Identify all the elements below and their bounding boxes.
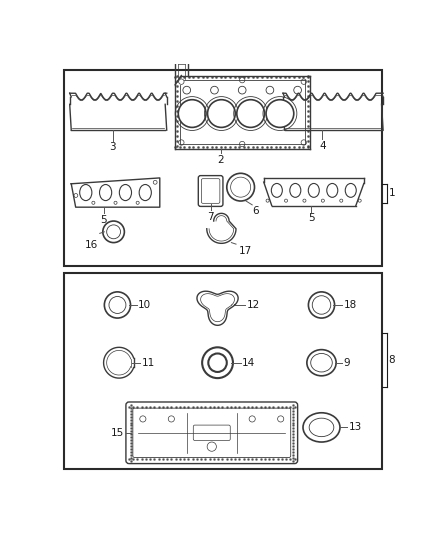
Text: 3: 3 bbox=[110, 142, 116, 152]
Text: 12: 12 bbox=[247, 300, 260, 310]
Circle shape bbox=[208, 100, 235, 127]
Text: 13: 13 bbox=[349, 422, 362, 432]
Text: 18: 18 bbox=[344, 300, 357, 310]
Circle shape bbox=[237, 100, 265, 127]
Text: 15: 15 bbox=[111, 428, 124, 438]
Text: 5: 5 bbox=[308, 213, 315, 223]
Text: 5: 5 bbox=[100, 215, 107, 225]
Text: 11: 11 bbox=[141, 358, 155, 368]
Text: 4: 4 bbox=[319, 141, 325, 151]
Text: 6: 6 bbox=[252, 206, 259, 216]
Text: 16: 16 bbox=[85, 239, 98, 249]
Text: 7: 7 bbox=[207, 212, 214, 222]
Text: 9: 9 bbox=[344, 358, 350, 368]
Text: 17: 17 bbox=[238, 246, 251, 256]
Bar bbox=[64, 273, 381, 469]
Text: 14: 14 bbox=[242, 358, 255, 368]
Text: 2: 2 bbox=[217, 155, 224, 165]
Text: 10: 10 bbox=[138, 300, 152, 310]
Circle shape bbox=[266, 100, 294, 127]
Circle shape bbox=[178, 100, 206, 127]
Text: 1: 1 bbox=[389, 188, 395, 198]
Bar bbox=[64, 70, 381, 266]
Text: 8: 8 bbox=[389, 356, 395, 366]
